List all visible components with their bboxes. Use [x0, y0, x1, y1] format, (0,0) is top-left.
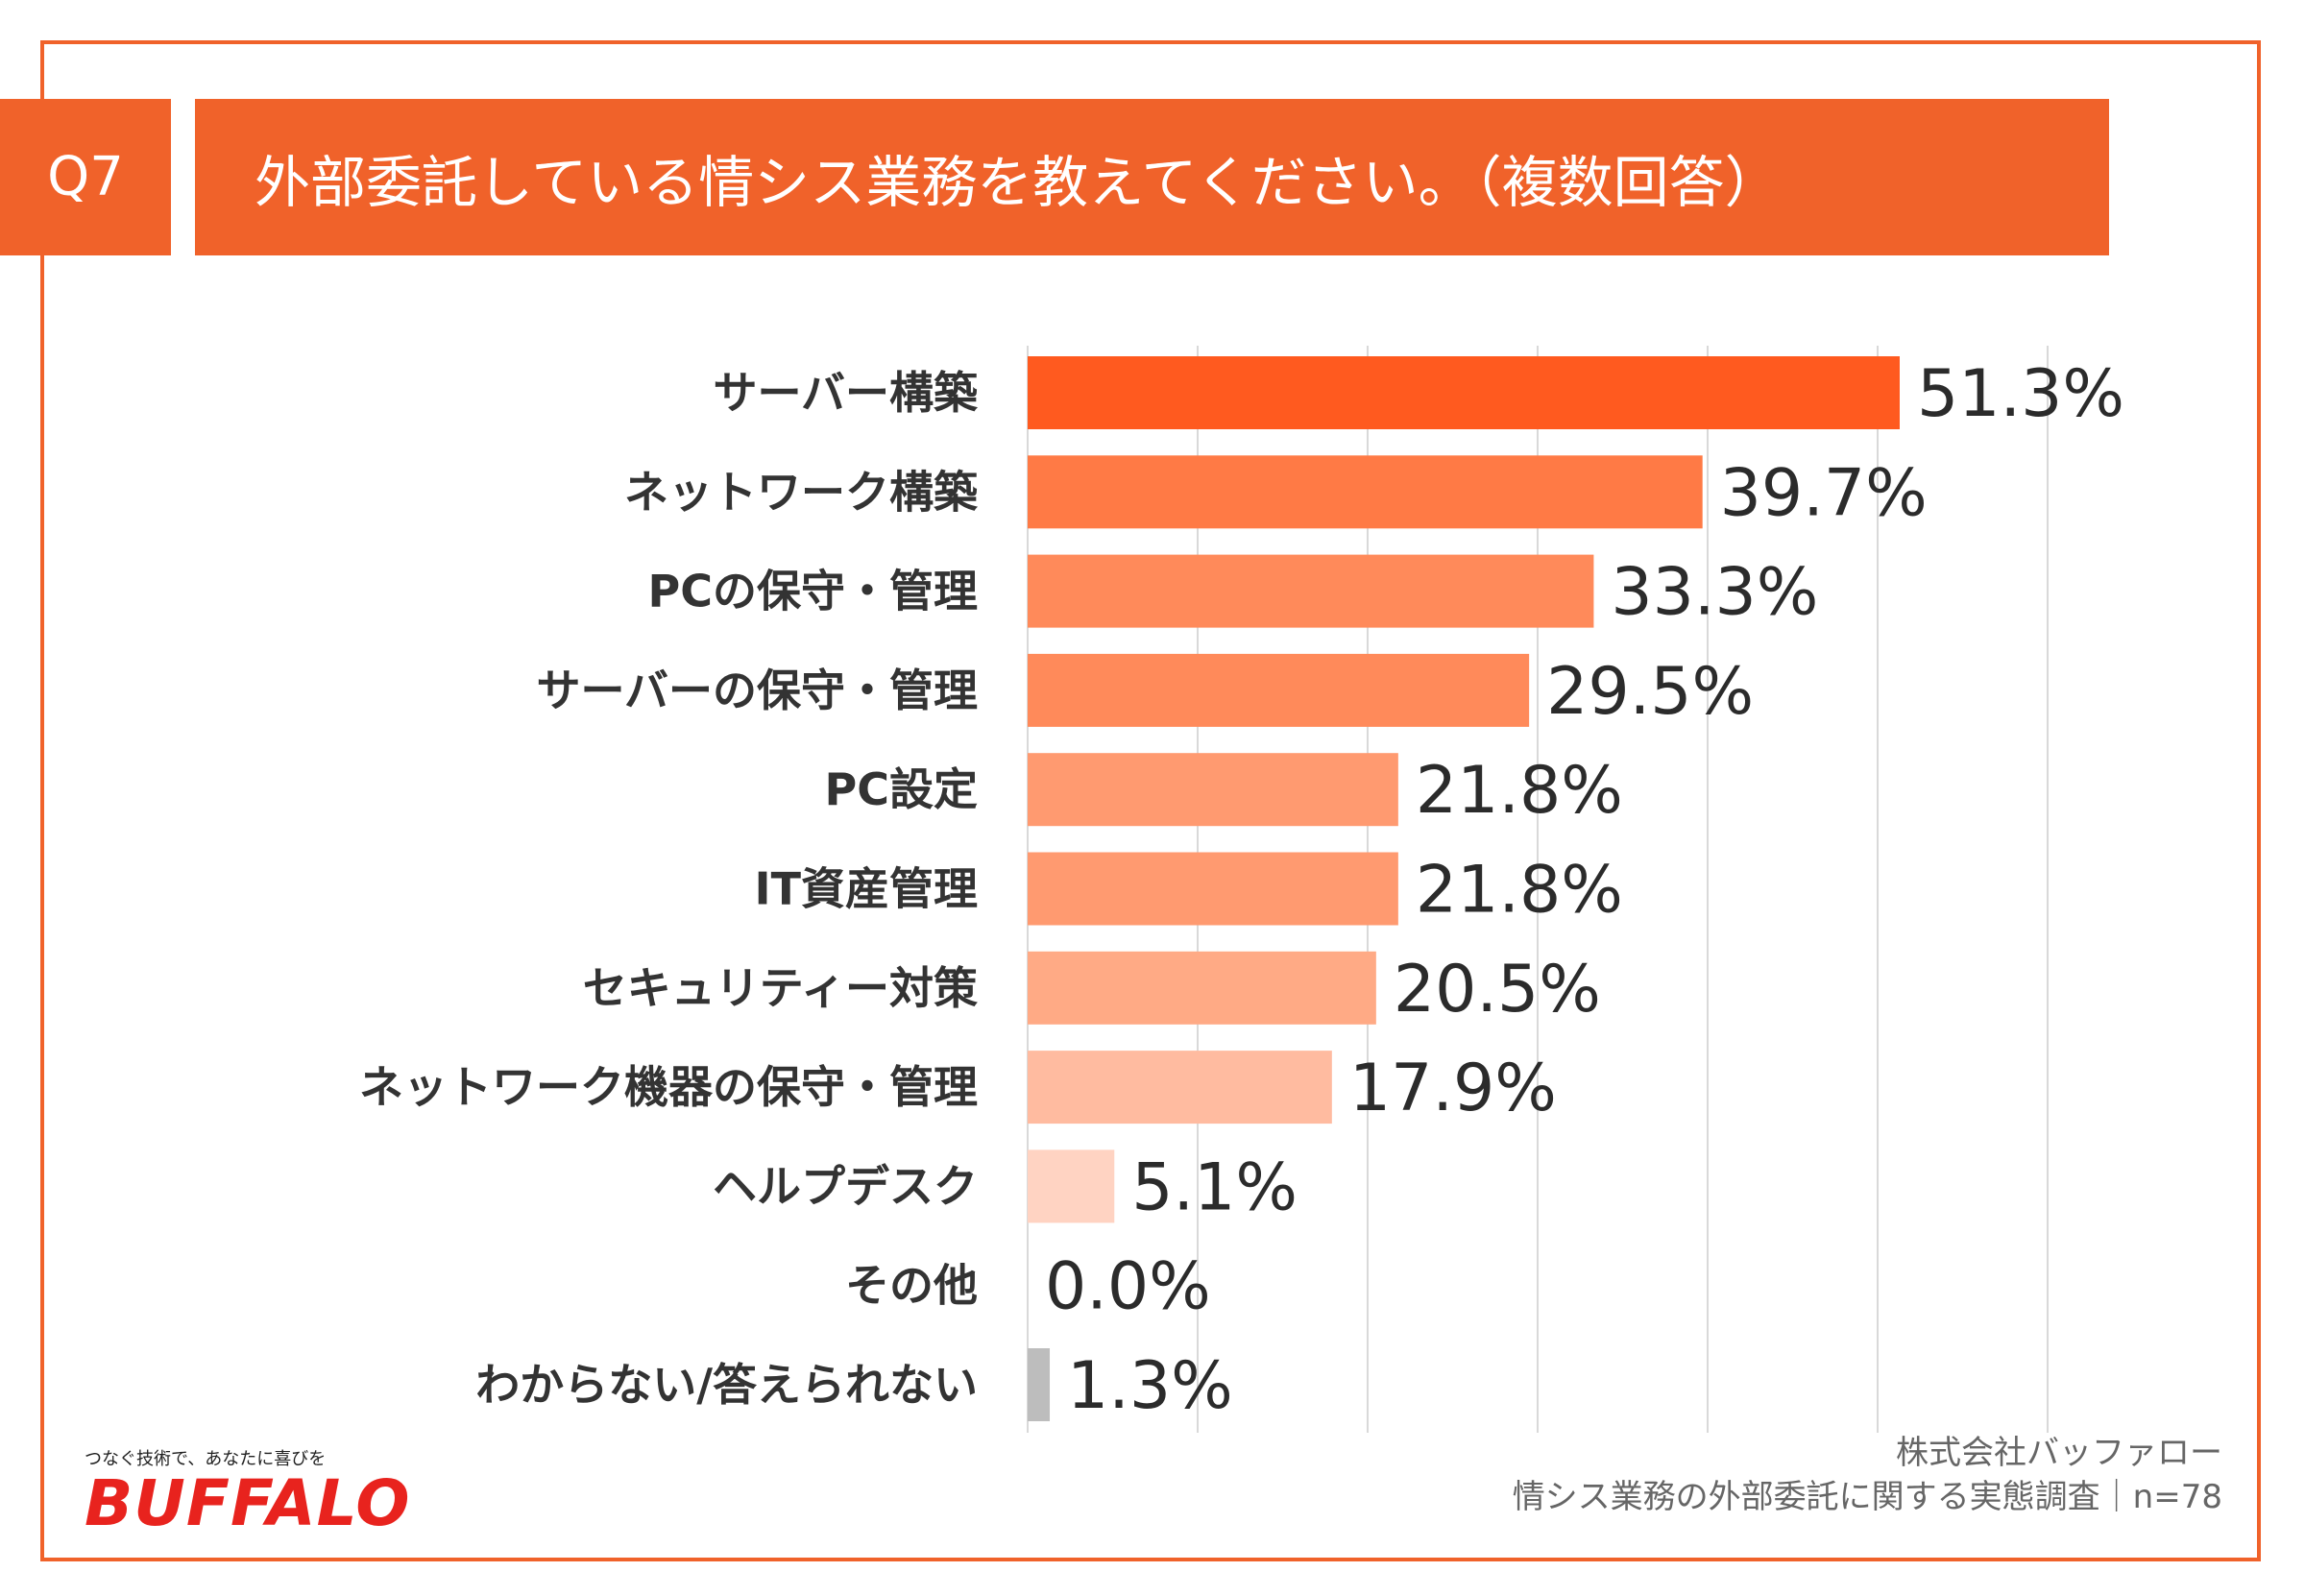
bar	[1028, 1348, 1051, 1421]
category-label: ヘルプデスク	[713, 1160, 978, 1212]
labels: サーバー構築 51.3% ネットワーク構築 39.7% PCの保守・管理 33.3% サーバ…	[359, 356, 2124, 1424]
value-label: 1.3%	[1067, 1348, 1233, 1424]
footer-company: 株式会社バッファロー	[1896, 1434, 2222, 1472]
logo-wordmark: BUFFALO	[85, 1466, 411, 1540]
category-label: PC設定	[825, 763, 978, 815]
buffalo-logo: つなぐ技術で、あなたに喜びを BUFFALO	[85, 1445, 411, 1540]
category-label: サーバー構築	[713, 367, 979, 419]
footer: 株式会社バッファロー 情シス業務の外部委託に関する実態調査｜n=78	[1513, 1431, 2222, 1519]
value-label: 17.9%	[1349, 1051, 1557, 1126]
bar	[1028, 356, 1900, 429]
value-label: 51.3%	[1917, 356, 2124, 432]
bar	[1028, 455, 1703, 529]
bars	[1028, 356, 1900, 1421]
logo-tagline: つなぐ技術で、あなたに喜びを	[85, 1449, 327, 1469]
bar	[1028, 1051, 1332, 1124]
category-label: ネットワーク構築	[624, 466, 979, 518]
category-label: わからない/答えられない	[475, 1359, 978, 1411]
value-label: 39.7%	[1720, 455, 1928, 531]
bar	[1028, 753, 1398, 827]
bar	[1028, 951, 1376, 1025]
value-label: 20.5%	[1394, 952, 1601, 1028]
question-badge: Q7	[0, 99, 171, 255]
bar	[1028, 852, 1398, 926]
question-title: 外部委託している情シス業務を教えてください。（複数回答）	[195, 99, 2109, 255]
bar	[1028, 653, 1530, 727]
category-label: ネットワーク機器の保守・管理	[359, 1061, 978, 1113]
category-label: その他	[845, 1260, 978, 1312]
chart-frame	[40, 40, 2261, 1561]
category-label: サーバーの保守・管理	[536, 665, 978, 716]
value-label: 0.0%	[1045, 1249, 1211, 1325]
value-label: 21.8%	[1416, 753, 1623, 829]
value-label: 21.8%	[1416, 853, 1623, 929]
value-label: 5.1%	[1131, 1149, 1298, 1225]
bar	[1028, 1149, 1115, 1223]
value-label: 33.3%	[1611, 555, 1818, 631]
category-label: IT資産管理	[755, 863, 979, 915]
footer-survey: 情シス業務の外部委託に関する実態調査｜n=78	[1512, 1478, 2222, 1516]
category-label: セキュリティー対策	[583, 962, 978, 1014]
bar	[1028, 554, 1594, 628]
value-label: 29.5%	[1546, 654, 1754, 730]
category-label: PCの保守・管理	[648, 566, 978, 617]
